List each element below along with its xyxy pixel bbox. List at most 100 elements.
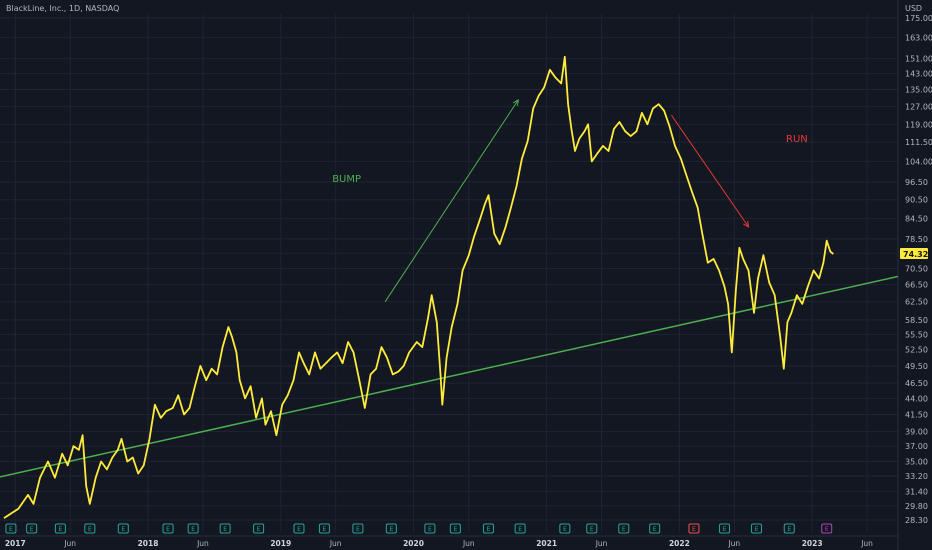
price-tick-label: 62.50 [905, 298, 928, 307]
earnings-event-marker [54, 523, 66, 534]
earnings-event[interactable]: E [649, 523, 661, 534]
time-tick-label: 2018 [138, 539, 159, 548]
earnings-event[interactable]: E [253, 523, 265, 534]
price-line [3, 55, 834, 519]
price-tick-label: 84.50 [905, 215, 928, 224]
annotation-label: RUN [786, 134, 808, 145]
time-tick-label: 2022 [669, 539, 690, 548]
earnings-event[interactable]: E [5, 523, 17, 534]
earnings-event[interactable]: E [586, 523, 598, 534]
earnings-event-marker [162, 523, 174, 534]
earnings-event[interactable]: E [385, 523, 397, 534]
time-tick-label: 2021 [536, 539, 557, 548]
earnings-event-label: E [191, 526, 195, 533]
price-tick-label: 33.20 [905, 472, 928, 481]
earnings-event-marker [385, 523, 397, 534]
price-tick-label: 175.00 [905, 14, 932, 23]
earnings-event[interactable]: E [514, 523, 526, 534]
earnings-event-marker [117, 523, 129, 534]
earnings-event[interactable]: E [751, 523, 763, 534]
earnings-event[interactable]: E [318, 523, 330, 534]
earnings-event[interactable]: E [352, 523, 364, 534]
earnings-event-marker [5, 523, 17, 534]
price-tick-label: 55.50 [905, 330, 928, 339]
earnings-event[interactable]: E [482, 523, 494, 534]
earnings-event-label: E [787, 526, 791, 533]
earnings-event-marker [783, 523, 795, 534]
earnings-event-label: E [453, 526, 457, 533]
price-tick-label: 111.50 [905, 138, 932, 147]
last-price-label: 74.32 [903, 250, 928, 259]
earnings-event-label: E [563, 526, 567, 533]
trend-arrow-head [512, 98, 519, 106]
price-tick-label: 151.00 [905, 55, 932, 64]
trend-arrow-shaft [670, 114, 749, 228]
earnings-event[interactable]: E [26, 523, 38, 534]
earnings-event[interactable]: E [54, 523, 66, 534]
earnings-event-label: E [590, 526, 594, 533]
price-tick-label: 70.50 [905, 265, 928, 274]
annotation-label: BUMP [332, 174, 361, 185]
price-tick-label: 58.50 [905, 316, 928, 325]
earnings-event-marker [449, 523, 461, 534]
time-tick-label: Jun [462, 539, 475, 548]
price-tick-label: 39.00 [905, 428, 928, 437]
support-trendline[interactable] [0, 275, 899, 478]
earnings-event-label: E [487, 526, 491, 533]
earnings-event-label: E [755, 526, 759, 533]
price-tick-label: 66.50 [905, 281, 928, 290]
time-axis[interactable]: 2017 Jun 2018 Jun 2019 Jun 2020 Jun 2021 Jun 2022 J… [5, 539, 873, 548]
earnings-event-label: E [297, 526, 301, 533]
earnings-event-marker [821, 523, 833, 534]
earnings-event-marker [318, 523, 330, 534]
earnings-event-marker [688, 523, 700, 534]
earnings-event-marker [514, 523, 526, 534]
earnings-event[interactable]: E [84, 523, 96, 534]
earnings-event[interactable]: E [424, 523, 436, 534]
earnings-event-marker [482, 523, 494, 534]
earnings-event-label: E [257, 526, 261, 533]
earnings-event-label: E [825, 526, 829, 533]
time-tick-label: Jun [63, 539, 76, 548]
earnings-event-marker [253, 523, 265, 534]
time-tick-label: Jun [329, 539, 342, 548]
earnings-event-marker [26, 523, 38, 534]
time-tick-label: Jun [727, 539, 740, 548]
time-tick-label: 2020 [403, 539, 424, 548]
arrows [384, 98, 750, 302]
earnings-event[interactable]: E [449, 523, 461, 534]
earnings-event-label: E [30, 526, 34, 533]
price-tick-label: 35.00 [905, 457, 928, 466]
earnings-event[interactable]: E [783, 523, 795, 534]
price-axis[interactable]: 175.00 163.00 151.00 143.00 135.00 127.00 119.… [905, 14, 932, 525]
last-price-badge: 74.32 [900, 247, 928, 259]
price-tick-label: 52.50 [905, 346, 928, 355]
earnings-event[interactable]: E [688, 523, 700, 534]
time-tick-label: Jun [196, 539, 209, 548]
earnings-event[interactable]: E [117, 523, 129, 534]
earnings-event[interactable]: E [719, 523, 731, 534]
earnings-event[interactable]: E [821, 523, 833, 534]
price-tick-label: 135.00 [905, 86, 932, 95]
grid [0, 0, 899, 550]
trend-arrow-shaft [384, 99, 519, 302]
earnings-event-marker [293, 523, 305, 534]
price-tick-label: 28.30 [905, 516, 928, 525]
price-tick-label: 29.80 [905, 502, 928, 511]
earnings-event-marker [586, 523, 598, 534]
time-tick-label: Jun [595, 539, 608, 548]
earnings-event[interactable]: E [219, 523, 231, 534]
earnings-event-label: E [121, 526, 125, 533]
earnings-event[interactable]: E [293, 523, 305, 534]
earnings-event[interactable]: E [162, 523, 174, 534]
earnings-event-marker [649, 523, 661, 534]
earnings-event[interactable]: E [187, 523, 199, 534]
price-tick-label: 41.50 [905, 411, 928, 420]
earnings-event[interactable]: E [618, 523, 630, 534]
earnings-event-marker [84, 523, 96, 534]
earnings-event-marker [751, 523, 763, 534]
price-tick-label: 37.00 [905, 442, 928, 451]
earnings-event[interactable]: E [559, 523, 571, 534]
